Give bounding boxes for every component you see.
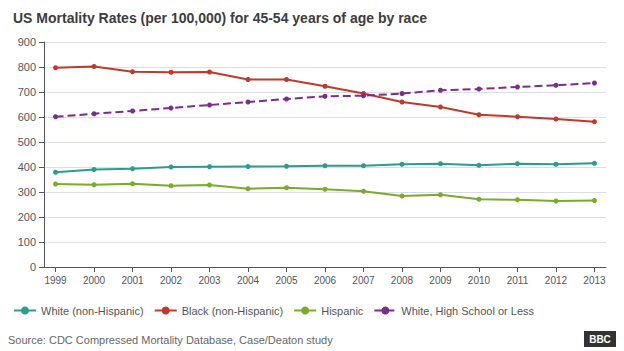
svg-text:Black (non-Hispanic): Black (non-Hispanic) [182, 305, 283, 317]
svg-text:BBC: BBC [589, 334, 611, 345]
svg-text:2009: 2009 [429, 275, 452, 286]
svg-text:White, High School or Less: White, High School or Less [401, 305, 534, 317]
svg-text:2010: 2010 [468, 275, 491, 286]
svg-text:700: 700 [18, 86, 36, 98]
svg-text:2007: 2007 [352, 275, 375, 286]
svg-text:100: 100 [18, 236, 36, 248]
svg-text:2008: 2008 [391, 275, 414, 286]
svg-text:500: 500 [18, 136, 36, 148]
svg-text:600: 600 [18, 111, 36, 123]
svg-text:900: 900 [18, 36, 36, 48]
svg-text:White (non-Hispanic): White (non-Hispanic) [41, 305, 144, 317]
svg-text:2002: 2002 [160, 275, 183, 286]
svg-text:2000: 2000 [83, 275, 106, 286]
svg-text:2003: 2003 [198, 275, 221, 286]
svg-text:200: 200 [18, 211, 36, 223]
svg-text:800: 800 [18, 61, 36, 73]
svg-text:Hispanic: Hispanic [321, 305, 364, 317]
svg-text:US Mortality Rates (per 100,00: US Mortality Rates (per 100,000) for 45-… [13, 10, 427, 26]
svg-text:2011: 2011 [507, 275, 529, 286]
svg-text:2001: 2001 [121, 275, 144, 286]
svg-text:400: 400 [18, 161, 36, 173]
svg-text:0: 0 [30, 261, 36, 273]
svg-text:2005: 2005 [275, 275, 298, 286]
svg-text:2013: 2013 [583, 275, 606, 286]
svg-text:2004: 2004 [237, 275, 260, 286]
svg-text:Source: CDC Compressed Mortali: Source: CDC Compressed Mortality Databas… [8, 334, 333, 346]
svg-text:300: 300 [18, 186, 36, 198]
svg-text:1999: 1999 [44, 275, 67, 286]
svg-text:2006: 2006 [314, 275, 337, 286]
svg-text:2012: 2012 [545, 275, 568, 286]
